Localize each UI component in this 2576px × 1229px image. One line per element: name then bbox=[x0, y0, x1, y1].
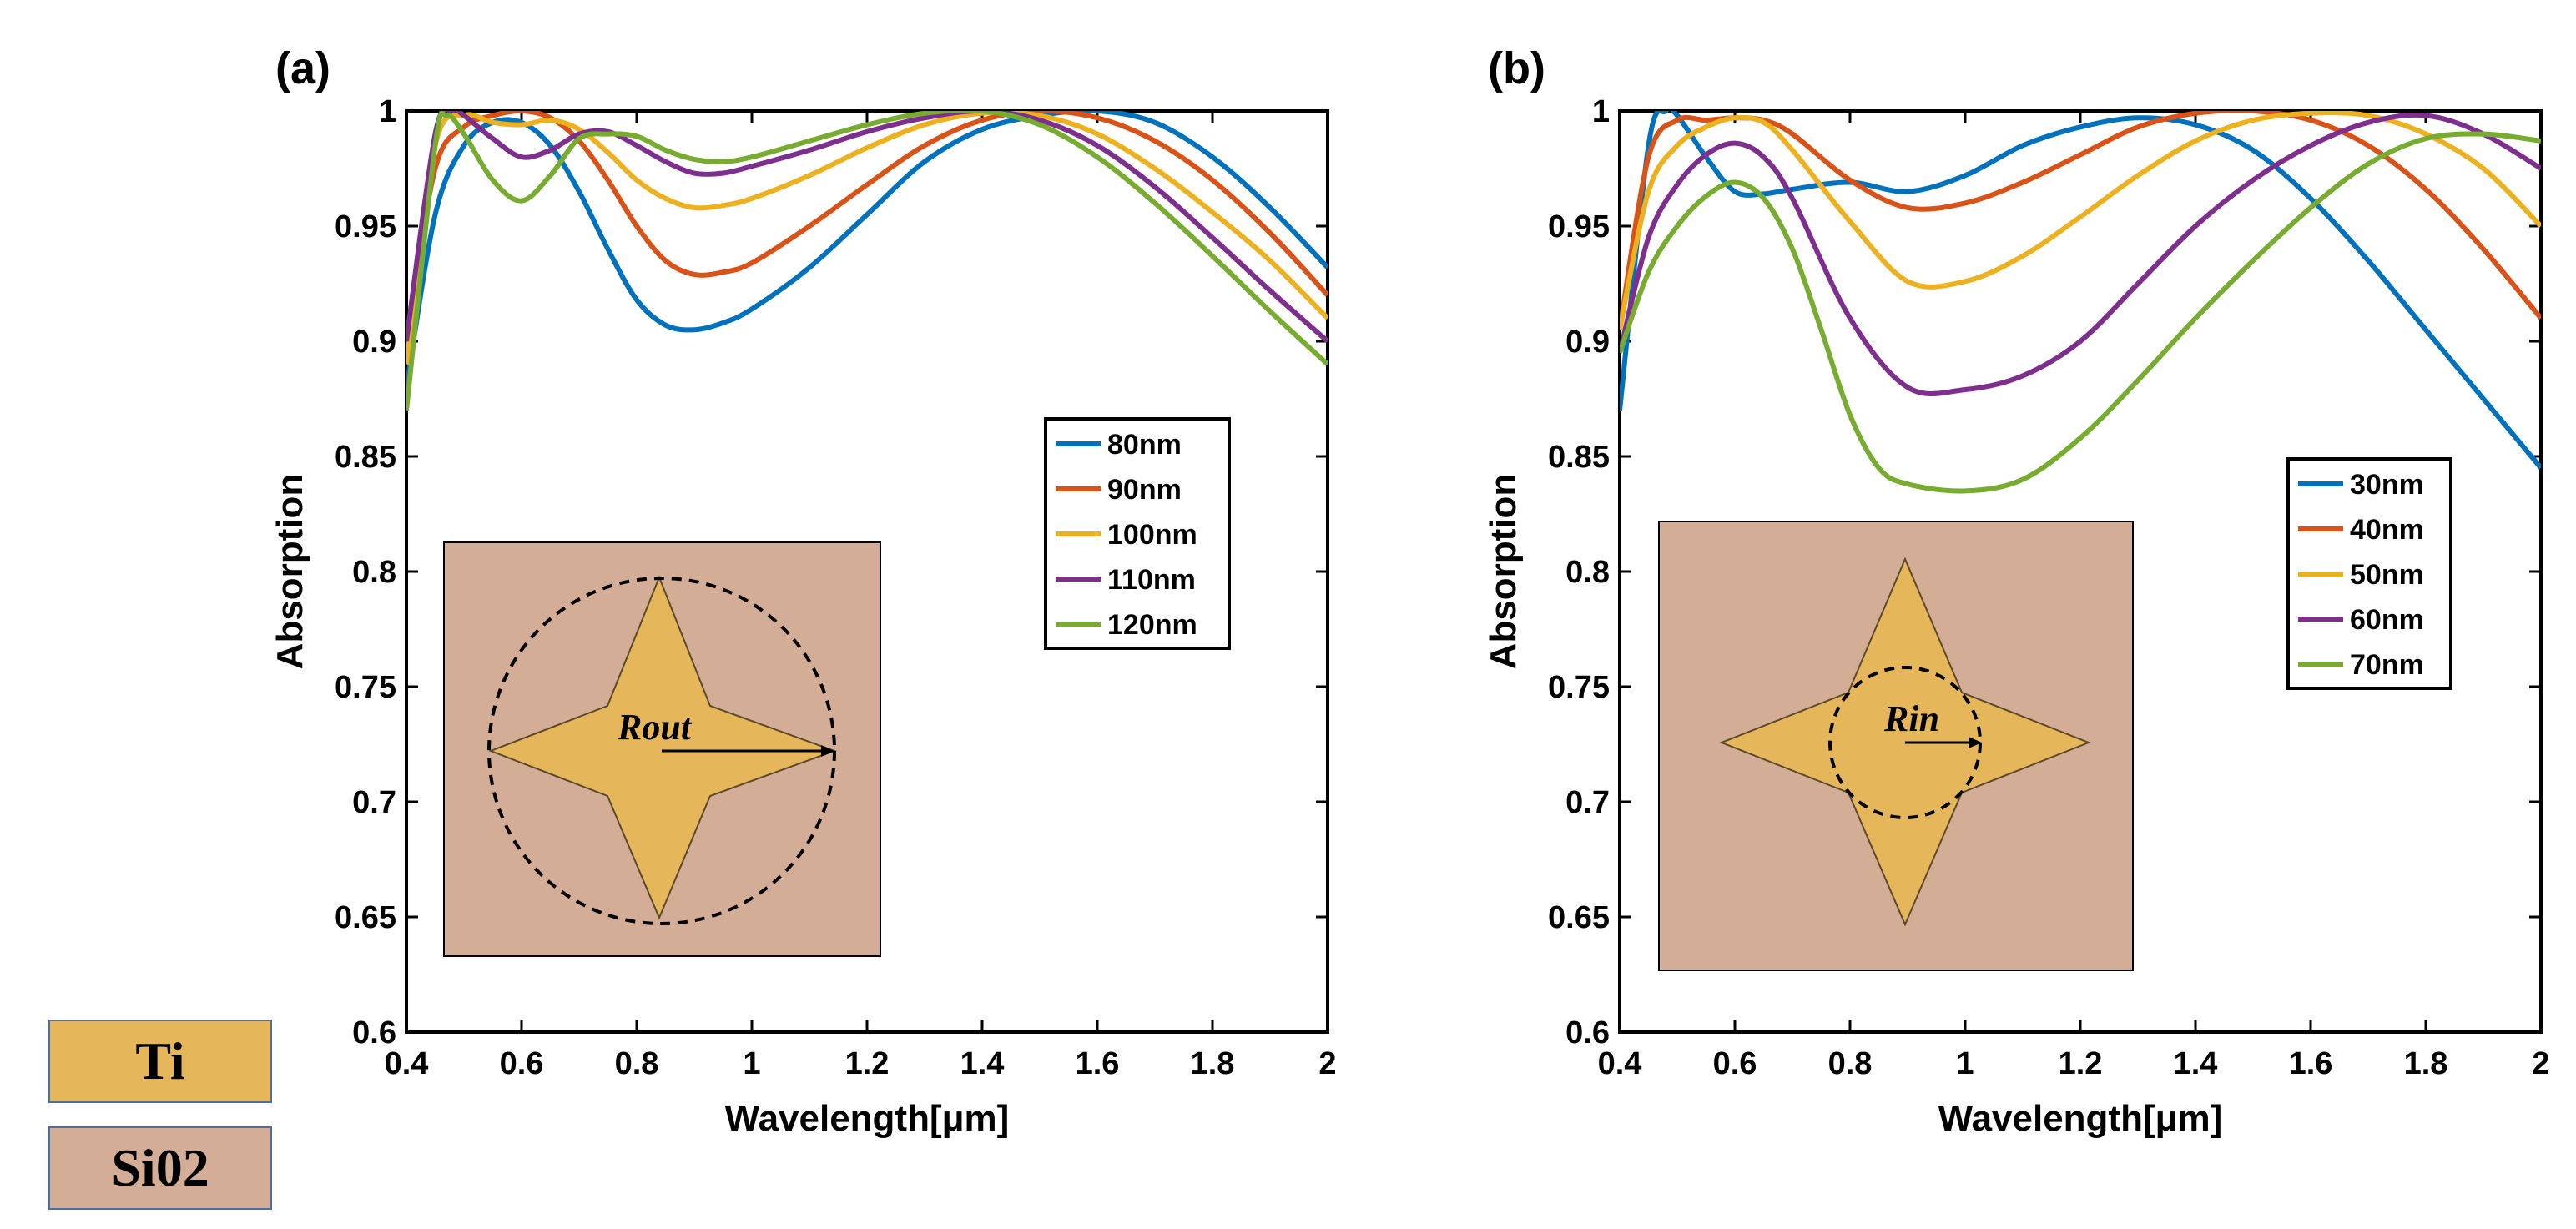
panel-a-series-line-110nm bbox=[406, 111, 1328, 344]
panel-a-y-tick-label: 0.6 bbox=[352, 1015, 396, 1050]
panel-a-x-tick-label: 0.8 bbox=[615, 1046, 659, 1081]
panel-b-y-tick-label: 0.6 bbox=[1565, 1015, 1610, 1050]
panel-a-legend-label: 100nm bbox=[1107, 519, 1197, 551]
panel-a-legend-label: 120nm bbox=[1107, 609, 1197, 641]
ti-material-swatch: Ti bbox=[48, 1020, 272, 1103]
panel-b-x-tick-label: 2 bbox=[2532, 1046, 2549, 1081]
panel-a-y-tick-label: 0.7 bbox=[352, 785, 396, 820]
panel-b-y-tick-label: 0.75 bbox=[1548, 670, 1610, 705]
panel-a-series-line-120nm bbox=[406, 111, 1328, 411]
panel-b-label: (b) bbox=[1488, 43, 1545, 93]
panel-b-legend: 30nm 40nm 50nm 60nm 70nm bbox=[2286, 457, 2452, 690]
panel-a-legend-label: 110nm bbox=[1107, 564, 1196, 596]
panel-b-series-group bbox=[1620, 111, 2541, 494]
inset-b-label: Rin bbox=[1883, 698, 1939, 739]
panel-b-legend-label: 30nm bbox=[2350, 469, 2424, 501]
panel-a-x-tick-label: 1 bbox=[743, 1046, 760, 1081]
panel-b-x-tick-label: 0.6 bbox=[1713, 1046, 1757, 1081]
panel-b-x-tick-label: 1.6 bbox=[2289, 1046, 2333, 1081]
panel-b-series-line-50nm bbox=[1620, 111, 2541, 330]
inset-a-label: Rout bbox=[617, 707, 693, 748]
panel-b-plot: 0.4 0.6 0.8 1 1.2 1.4 1.6 1.8 20.60.650.70.750.8… bbox=[1483, 94, 2550, 1139]
panel-a-x-tick-label: 1.8 bbox=[1191, 1046, 1235, 1081]
panel-a-label: (a) bbox=[275, 43, 330, 93]
panel-b-x-tick-label: 1 bbox=[1956, 1046, 1974, 1081]
panel-a-x-tick-label: 1.4 bbox=[960, 1046, 1005, 1081]
panel-a-x-tick-label: 0.6 bbox=[500, 1046, 544, 1081]
ti-material-label: Ti bbox=[135, 1031, 185, 1090]
panel-b-x-tick-label: 0.8 bbox=[1828, 1046, 1873, 1081]
panel-a-legend-label: 90nm bbox=[1107, 474, 1182, 506]
panel-b-series-line-30nm bbox=[1620, 111, 2541, 470]
sio2-material-label: Si02 bbox=[111, 1138, 209, 1197]
panel-b-y-tick-label: 0.65 bbox=[1548, 900, 1610, 935]
panel-b-legend-label: 60nm bbox=[2350, 604, 2424, 636]
panel-a-legend: 80nm 90nm 100nm 110nm 120nm bbox=[1044, 417, 1231, 650]
inset-a-ti-star bbox=[488, 575, 837, 920]
inset-b-arrowhead bbox=[1969, 737, 1982, 748]
panel-a-y-tick-label: 1 bbox=[379, 94, 396, 129]
panel-b-x-axis-label: Wavelength[μm] bbox=[1938, 1098, 2223, 1139]
panel-b-x-tick-label: 1.2 bbox=[2059, 1046, 2103, 1081]
panel-a-y-tick-label: 0.9 bbox=[352, 325, 396, 360]
panel-b-y-tick-label: 0.7 bbox=[1565, 785, 1610, 820]
panel-a-y-tick-label: 0.75 bbox=[335, 670, 396, 705]
panel-a-x-axis-label: Wavelength[μm] bbox=[725, 1098, 1010, 1139]
inset-b: Rin bbox=[1658, 521, 2134, 971]
panel-a-x-tick-label: 1.2 bbox=[845, 1046, 890, 1081]
inset-a-arrowhead bbox=[821, 745, 834, 757]
panel-a-plot: 0.4 0.6 0.8 1 1.2 1.4 1.6 1.8 20.60.650.70.750.8… bbox=[270, 94, 1337, 1139]
panel-b-legend-label: 50nm bbox=[2350, 559, 2424, 591]
panel-b: (b) 0.4 0.6 0.8 1 1.2 1.4 1.6 1.8 20.60.650.70.7… bbox=[1483, 43, 2550, 1139]
panel-b-series-line-40nm bbox=[1620, 111, 2541, 330]
panel-a-y-tick-label: 0.85 bbox=[335, 440, 396, 475]
panel-b-y-tick-label: 0.9 bbox=[1565, 325, 1610, 360]
panel-b-x-tick-label: 1.8 bbox=[2404, 1046, 2448, 1081]
panel-a-y-axis-label: Absorption bbox=[270, 474, 310, 670]
panel-b-series-line-70nm bbox=[1620, 131, 2541, 494]
panel-a-series-group bbox=[406, 111, 1328, 411]
panel-b-x-tick-label: 1.4 bbox=[2174, 1046, 2218, 1081]
panel-b-series-line-60nm bbox=[1620, 112, 2541, 396]
panel-a-y-tick-label: 0.95 bbox=[335, 209, 396, 244]
panel-b-x-tick-label: 0.4 bbox=[1598, 1046, 1642, 1081]
panel-a-series-line-100nm bbox=[406, 111, 1328, 365]
panel-a-series-line-90nm bbox=[406, 111, 1328, 342]
panel-a-legend-label: 80nm bbox=[1107, 429, 1182, 461]
panel-a-y-tick-label: 0.8 bbox=[352, 555, 396, 590]
panel-b-y-tick-label: 1 bbox=[1592, 94, 1610, 129]
panel-b-y-tick-label: 0.8 bbox=[1565, 555, 1610, 590]
sio2-material-swatch: Si02 bbox=[48, 1126, 272, 1210]
panel-b-y-axis-label: Absorption bbox=[1483, 474, 1524, 670]
panel-a-x-tick-label: 1.6 bbox=[1076, 1046, 1120, 1081]
panel-b-y-tick-label: 0.95 bbox=[1548, 209, 1610, 244]
panel-a-x-tick-label: 2 bbox=[1318, 1046, 1336, 1081]
panel-a-y-tick-label: 0.65 bbox=[335, 900, 396, 935]
panel-a-x-tick-label: 0.4 bbox=[385, 1046, 429, 1081]
panel-a: (a) 0.4 0.6 0.8 1 1.2 1.4 1.6 1.8 20.60.650.70.7… bbox=[270, 43, 1337, 1139]
inset-a: Rout bbox=[443, 541, 881, 957]
panel-b-y-tick-label: 0.85 bbox=[1548, 440, 1610, 475]
panel-b-legend-label: 40nm bbox=[2350, 514, 2424, 546]
panel-b-legend-label: 70nm bbox=[2350, 649, 2424, 681]
